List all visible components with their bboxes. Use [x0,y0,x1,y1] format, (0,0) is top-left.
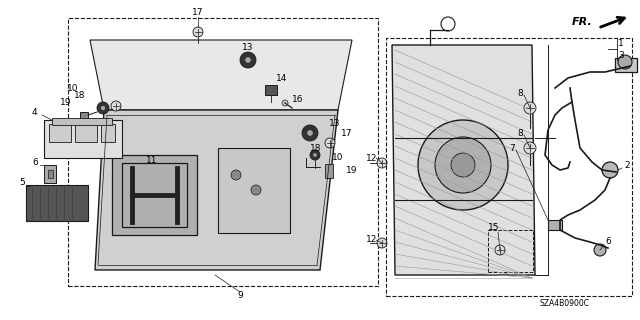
Circle shape [302,125,318,141]
Circle shape [282,100,288,106]
Circle shape [495,245,505,255]
Circle shape [111,101,121,111]
Circle shape [377,158,387,168]
Circle shape [377,238,387,248]
Text: 17: 17 [192,7,204,17]
Bar [386,38,632,296]
Text: 8: 8 [517,129,523,138]
Bar [49,124,71,142]
Bar [44,165,56,183]
Circle shape [618,55,632,69]
Circle shape [594,244,606,256]
Text: 14: 14 [276,74,288,83]
Circle shape [524,102,536,114]
Text: 3: 3 [618,51,624,60]
Bar [218,148,290,233]
Bar [75,124,97,142]
Bar [101,124,115,142]
Text: 19: 19 [60,98,72,107]
Bar [48,170,53,178]
Text: 7: 7 [509,143,515,153]
Text: 15: 15 [488,223,500,233]
Text: 10: 10 [67,84,79,92]
Circle shape [240,52,256,68]
Bar [68,18,378,286]
Circle shape [97,102,109,114]
Bar [52,118,112,125]
Text: 6: 6 [605,237,611,246]
Bar [80,112,88,126]
Bar [112,155,197,235]
Text: 16: 16 [292,94,304,103]
Text: 5: 5 [19,178,25,187]
Circle shape [602,162,618,178]
Text: 2: 2 [624,161,630,170]
Circle shape [418,120,508,210]
Bar [122,163,187,227]
Bar [325,164,333,178]
Bar [265,85,277,95]
Text: 1: 1 [618,38,624,47]
Circle shape [193,27,203,37]
Text: 12: 12 [366,236,378,244]
Text: 4: 4 [31,108,37,116]
Text: SZA4B0900C: SZA4B0900C [540,299,590,308]
Text: 9: 9 [237,291,243,300]
Circle shape [313,153,317,157]
Text: 12: 12 [366,154,378,163]
Text: FR.: FR. [572,17,593,27]
Bar [548,220,562,230]
Circle shape [101,106,105,110]
Text: 13: 13 [243,43,253,52]
Circle shape [310,150,320,160]
Bar [615,58,637,72]
Circle shape [524,142,536,154]
Text: 6: 6 [32,157,38,166]
Text: 13: 13 [329,118,340,127]
Text: 19: 19 [346,165,358,174]
Circle shape [307,130,313,136]
Text: 8: 8 [517,89,523,98]
Circle shape [451,153,475,177]
Polygon shape [90,40,352,110]
Text: 10: 10 [332,153,344,162]
Circle shape [325,138,335,148]
Circle shape [435,137,491,193]
Circle shape [251,185,261,195]
Text: 11: 11 [147,156,157,164]
Text: 18: 18 [310,143,322,153]
Polygon shape [392,45,535,275]
Text: 17: 17 [341,129,353,138]
Circle shape [231,170,241,180]
Bar [44,120,122,158]
Polygon shape [95,110,338,270]
Circle shape [245,57,251,63]
Bar [488,230,533,272]
Text: 18: 18 [74,91,86,100]
Bar [26,185,88,221]
